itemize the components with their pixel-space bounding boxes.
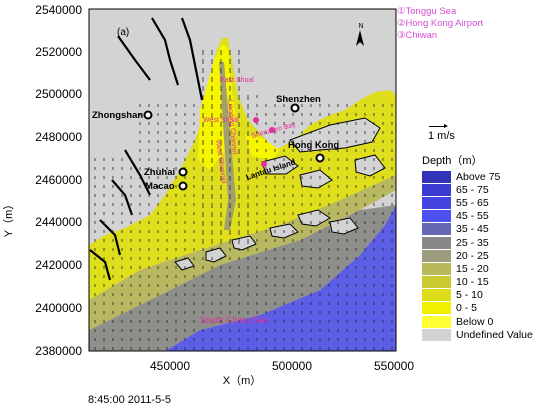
legend-item: 45 - 55	[422, 210, 550, 223]
y-axis: 2540000 2520000 2500000 2480000 2460000 …	[35, 3, 82, 358]
legend-label: 15 - 20	[456, 262, 489, 275]
legend-swatch	[422, 196, 451, 209]
scale-label: 1 m/s	[428, 130, 455, 142]
legend-label: 20 - 25	[456, 249, 489, 262]
legend-swatch	[422, 276, 451, 289]
legend-item: 20 - 25	[422, 249, 550, 262]
x-axis-title: X（m）	[223, 374, 262, 387]
legend-label: 55 - 65	[456, 196, 489, 209]
legend-rows: Above 75 65 - 75 55 - 65 45 - 55 35 - 45 25 -…	[422, 170, 550, 341]
map-frame	[88, 8, 397, 352]
macao-label: Macao	[145, 181, 175, 192]
y-tick-2: 2500000	[35, 87, 82, 101]
y-tick-5: 2440000	[35, 215, 82, 229]
legend-label: 65 - 75	[456, 183, 489, 196]
y-tick-4: 2460000	[35, 173, 82, 187]
legend-label: 45 - 55	[456, 210, 489, 223]
legend-item: 65 - 75	[422, 183, 550, 196]
legend-swatch	[422, 315, 451, 328]
legend-item: 25 - 35	[422, 236, 550, 249]
legend-item: Below 0	[422, 315, 550, 328]
y-tick-8: 2380000	[35, 344, 82, 358]
shenzhen-marker	[290, 103, 300, 113]
legend-item: 35 - 45	[422, 223, 550, 236]
east-shoal-label: East Shoal	[220, 77, 254, 84]
annotation-2: ②Hong Kong Airport	[397, 18, 484, 29]
annotation-3: ③Chiwan	[397, 30, 438, 41]
current-vectors	[94, 50, 393, 350]
zhongshan-label: Zhongshan	[92, 110, 143, 121]
deep-water	[165, 205, 396, 351]
scale-arrow-icon	[429, 124, 448, 128]
legend-label: Above 75	[456, 170, 501, 183]
legend-label: 5 - 10	[456, 289, 483, 302]
legend-item: 15 - 20	[422, 262, 550, 275]
legend-swatch	[422, 302, 451, 315]
panel-label: (a)	[117, 27, 129, 38]
y-tick-0: 2540000	[35, 3, 82, 17]
lingding-channel-strip	[219, 62, 236, 230]
gray-water	[89, 205, 396, 351]
y-tick-6: 2420000	[35, 258, 82, 272]
annotation-list: ①Tonggu Sea ②Hong Kong Airport ③Chiwan	[397, 6, 483, 42]
shoal-bright-2	[245, 135, 280, 160]
y-tick-1: 2520000	[35, 45, 82, 59]
city-markers	[143, 103, 325, 191]
legend-swatch	[422, 328, 451, 341]
legend-swatch	[422, 262, 451, 275]
map-area: Zhongshan Shenzhen Zhuhai Macao Hong Kon…	[88, 8, 397, 352]
legend-item: Above 75	[422, 170, 550, 183]
current-scale-key: 1 m/s	[428, 124, 455, 142]
y-tick-3: 2480000	[35, 130, 82, 144]
legend-swatch	[422, 210, 451, 223]
svg-text:N: N	[358, 23, 363, 30]
hong-kong-label: Hong Kong	[288, 140, 339, 151]
legend-item: 10 - 15	[422, 276, 550, 289]
legend-label: 10 - 15	[456, 276, 489, 289]
legend-swatch	[422, 183, 451, 196]
marker-1	[253, 117, 259, 123]
macao-marker	[178, 181, 188, 191]
x-tick-2: 550000	[374, 359, 414, 373]
y-tick-7: 2400000	[35, 301, 82, 315]
shallow-water	[89, 38, 396, 300]
x-tick-0: 450000	[150, 359, 190, 373]
zhuhai-marker	[178, 167, 188, 177]
lingding-channel-label: Lingding Channel	[226, 100, 238, 155]
river-channels	[89, 17, 204, 281]
legend-swatch	[422, 236, 451, 249]
legend-item: Undefined Value	[422, 328, 550, 341]
legend-swatch	[422, 223, 451, 236]
legend-swatch	[422, 249, 451, 262]
south-china-sea-label: South China Sea	[200, 315, 268, 325]
shenzhen-label: Shenzhen	[276, 94, 321, 105]
legend-item: 55 - 65	[422, 196, 550, 209]
zhuhai-label: Zhuhai	[144, 167, 175, 178]
west-shoal-label: West Shoal	[203, 117, 239, 124]
north-arrow-icon: N	[356, 23, 364, 46]
y-axis-title: Y（m）	[2, 199, 15, 238]
legend-label: 25 - 35	[456, 236, 489, 249]
marker-3	[269, 127, 275, 133]
legend-label: Below 0	[456, 315, 494, 328]
legend-label: 35 - 45	[456, 223, 489, 236]
annotation-1: ①Tonggu Sea	[397, 6, 457, 17]
timestamp: 8:45:00 2011-5-5	[88, 394, 171, 406]
legend-title: Depth（m）	[422, 155, 483, 167]
zhongshan-marker	[143, 110, 153, 120]
marker-2	[261, 161, 267, 167]
hong-kong-marker	[315, 153, 325, 163]
depth-legend: Depth（m） Above 75 65 - 75 55 - 65 45 - 55 35…	[422, 152, 550, 341]
legend-swatch	[422, 170, 451, 183]
legend-label: 0 - 5	[456, 302, 478, 315]
legend-swatch	[422, 289, 451, 302]
legend-item: 5 - 10	[422, 289, 550, 302]
legend-item: 0 - 5	[422, 302, 550, 315]
annotation-markers	[253, 117, 275, 167]
legend-label: Undefined Value	[456, 328, 533, 341]
x-tick-1: 500000	[272, 359, 312, 373]
